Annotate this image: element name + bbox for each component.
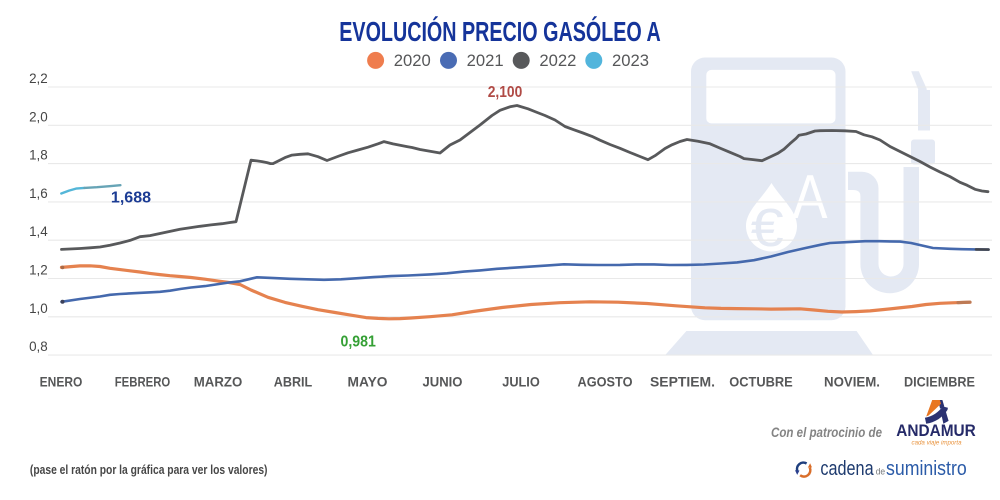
svg-text:JUNIO: JUNIO (423, 373, 463, 389)
svg-text:2,100: 2,100 (488, 84, 523, 101)
svg-text:ANDAMUR: ANDAMUR (896, 421, 976, 440)
svg-text:de: de (876, 466, 886, 477)
svg-text:Con el patrocinio de: Con el patrocinio de (771, 425, 882, 440)
svg-text:NOVIEM.: NOVIEM. (824, 373, 880, 389)
svg-text:suministro: suministro (886, 458, 967, 480)
svg-text:SEPTIEM.: SEPTIEM. (650, 373, 715, 389)
svg-text:MAYO: MAYO (348, 373, 388, 389)
svg-text:JULIO: JULIO (502, 373, 540, 389)
svg-text:EVOLUCIÓN PRECIO GASÓLEO A: EVOLUCIÓN PRECIO GASÓLEO A (339, 16, 661, 47)
svg-text:0,981: 0,981 (341, 333, 376, 350)
svg-text:MARZO: MARZO (194, 373, 243, 389)
svg-text:2023: 2023 (612, 52, 649, 70)
svg-text:DICIEMBRE: DICIEMBRE (904, 373, 975, 389)
svg-text:1,8: 1,8 (29, 148, 48, 163)
svg-text:2022: 2022 (539, 52, 576, 70)
svg-text:cada viaje importa: cada viaje importa (912, 440, 962, 447)
svg-text:1,2: 1,2 (29, 263, 48, 278)
svg-text:(pase el ratón por la gráfica: (pase el ratón por la gráfica para ver l… (30, 462, 268, 477)
svg-text:0,8: 0,8 (29, 339, 48, 354)
svg-text:2,0: 2,0 (29, 109, 48, 124)
svg-text:2020: 2020 (394, 52, 431, 70)
svg-text:1,4: 1,4 (29, 224, 48, 239)
svg-text:FEBRERO: FEBRERO (115, 373, 171, 389)
svg-text:OCTUBRE: OCTUBRE (729, 373, 793, 389)
svg-text:€: € (751, 198, 784, 258)
svg-text:2,2: 2,2 (29, 71, 48, 86)
svg-text:A: A (793, 163, 829, 232)
svg-text:cadena: cadena (820, 458, 874, 480)
svg-text:ENERO: ENERO (40, 373, 83, 389)
svg-text:ABRIL: ABRIL (274, 373, 313, 389)
svg-text:1,0: 1,0 (29, 301, 48, 316)
svg-text:AGOSTO: AGOSTO (578, 373, 633, 389)
svg-text:1,688: 1,688 (111, 190, 152, 207)
svg-text:1,6: 1,6 (29, 186, 48, 201)
svg-text:2021: 2021 (467, 52, 504, 70)
